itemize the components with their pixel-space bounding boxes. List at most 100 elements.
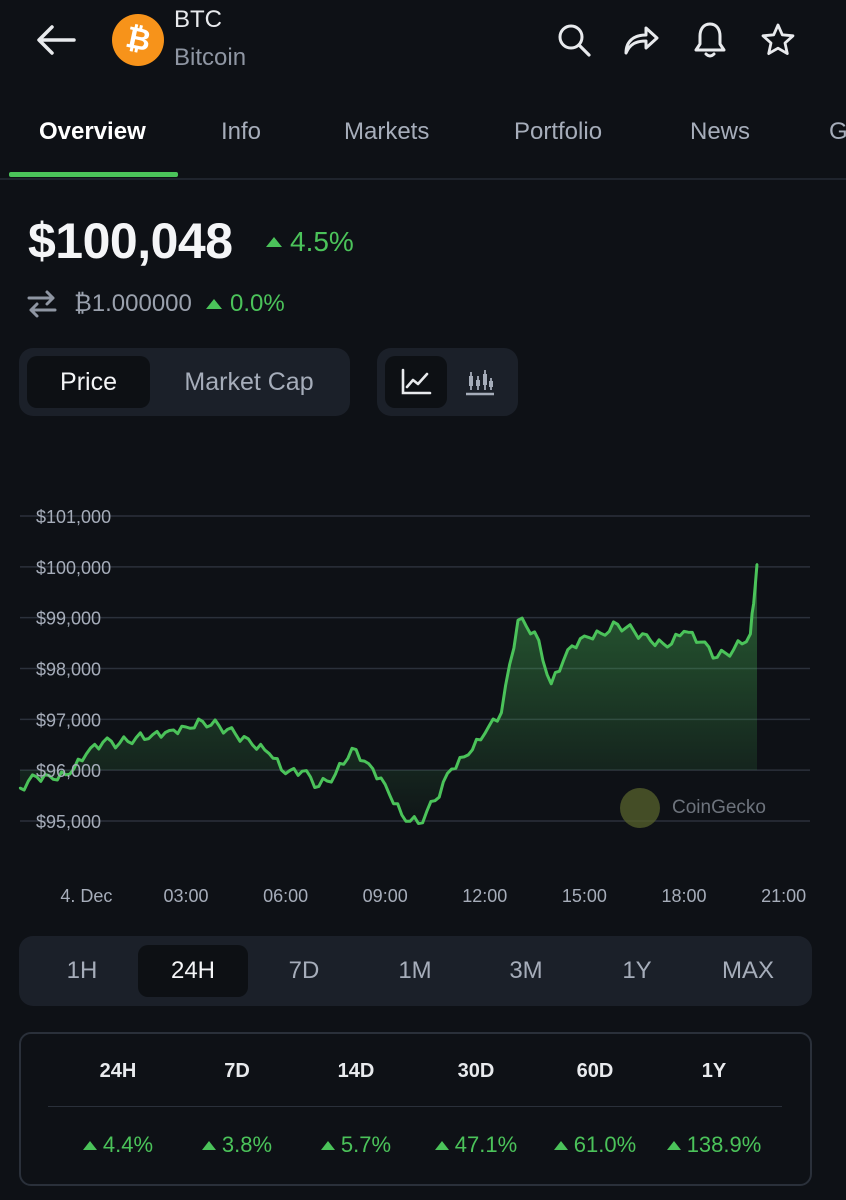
price-line [19, 564, 759, 825]
perf-value-30d: 47.1% [416, 1132, 536, 1158]
perf-value-1y-text: 138.9% [686, 1132, 762, 1157]
caret-up-icon [82, 1140, 97, 1150]
swap-icon[interactable] [26, 288, 58, 320]
price-data-point [118, 742, 121, 745]
tab-info[interactable]: Info [221, 118, 262, 145]
perf-header-60d: 60D [576, 1060, 614, 1082]
perf-value-30d-text: 47.1% [454, 1132, 518, 1157]
coin-name: Bitcoin [174, 44, 247, 71]
price-data-point [101, 741, 105, 744]
perf-header-1y: 1Y [701, 1060, 727, 1082]
price-data-point [649, 639, 652, 643]
x-tick-label: 03:00 [163, 886, 208, 906]
price-toggle-button[interactable]: Price [27, 356, 150, 408]
share-button[interactable] [619, 18, 663, 62]
price-data-point [135, 736, 138, 739]
price-data-point [218, 724, 221, 728]
timeframe-3m-button[interactable]: 3M [509, 957, 543, 984]
search-button[interactable] [552, 18, 596, 62]
y-tick-label: $99,000 [36, 609, 101, 629]
tab-news[interactable]: News [690, 118, 751, 145]
price-data-point [716, 656, 719, 659]
tab-portfolio[interactable]: Portfolio [514, 118, 603, 145]
candlestick-chart-icon [466, 370, 494, 396]
price-data-point [467, 753, 470, 757]
perf-header-7d: 7D [224, 1060, 250, 1082]
back-button[interactable] [30, 18, 82, 62]
price-data-point [201, 720, 204, 723]
tab-bar: Overview Info Markets Portfolio News G [0, 100, 846, 180]
performance-table: 24H 7D 14D 30D 60D 1Y 4.4% 3.8% 5.7% 47.… [19, 1032, 812, 1186]
price-data-point [450, 767, 453, 771]
timeframe-7d-button[interactable]: 7D [288, 957, 320, 984]
timeframe-max-button[interactable]: MAX [721, 957, 774, 984]
alert-button[interactable] [688, 18, 732, 62]
price-data-point [301, 770, 304, 773]
price-data-point [68, 773, 72, 776]
line-chart-button[interactable] [385, 356, 447, 408]
market-cap-toggle-button[interactable]: Market Cap [184, 367, 314, 396]
price-chart[interactable]: $101,000 $100,000 $99,000 $98,000 $97,000 $96… [0, 490, 846, 920]
x-tick-label: 15:00 [562, 886, 607, 906]
price-data-point [516, 619, 520, 622]
x-tick-label: 12:00 [462, 886, 507, 906]
share-icon [624, 26, 659, 55]
caret-up-icon [320, 1140, 335, 1150]
price-data-point [599, 632, 603, 635]
timeframe-1m-button[interactable]: 1M [398, 957, 432, 984]
tab-g[interactable]: G [829, 118, 846, 145]
price-data-point [334, 773, 337, 776]
metric-toggle: Price Market Cap [19, 348, 350, 416]
performance-divider [48, 1106, 782, 1107]
price-data-point [633, 630, 636, 633]
price-data-point [583, 634, 586, 638]
favorite-button[interactable] [756, 18, 800, 62]
price-data-point [755, 563, 759, 566]
caret-up-icon [206, 299, 222, 309]
watermark-text: CoinGecko [672, 797, 766, 818]
x-tick-label: 21:00 [761, 886, 806, 906]
price-area-fill [20, 564, 757, 824]
tab-markets[interactable]: Markets [344, 118, 430, 145]
caret-up-icon [434, 1140, 449, 1150]
price-data-point [384, 783, 387, 786]
caret-up-icon [201, 1140, 216, 1150]
price-data-point [367, 762, 370, 765]
candlestick-chart-button[interactable] [449, 356, 511, 408]
timeframe-1y-button[interactable]: 1Y [622, 957, 652, 984]
price-data-point [682, 630, 686, 633]
price-data-point [417, 822, 420, 825]
price-data-point [284, 772, 287, 775]
tab-overview[interactable]: Overview [39, 118, 146, 145]
price-data-point [616, 623, 619, 626]
coingecko-logo-icon [620, 788, 660, 828]
price-data-point [483, 732, 486, 735]
bell-icon [694, 22, 726, 58]
price-data-point [168, 729, 171, 732]
price-data-point [550, 682, 553, 685]
timeframe-1h-button[interactable]: 1H [66, 957, 98, 984]
line-chart-icon [401, 368, 432, 395]
btc-change: 0.0% [206, 290, 285, 318]
perf-header-24h: 24H [99, 1060, 137, 1082]
price-data-point [566, 648, 569, 651]
price-data-point [533, 630, 536, 634]
price-data-point [433, 799, 437, 802]
btc-change-value: 0.0% [230, 290, 285, 317]
price-data-point [732, 648, 735, 651]
price-data-point [184, 725, 188, 729]
price-data-point [18, 786, 22, 790]
perf-value-14d-text: 5.7% [340, 1132, 392, 1157]
price-data-point [317, 785, 320, 788]
price-data-point [35, 775, 38, 778]
perf-value-14d: 5.7% [296, 1132, 416, 1158]
timeframe-24h-button[interactable]: 24H [138, 945, 248, 997]
perf-value-24h: 4.4% [58, 1132, 178, 1158]
x-tick-label: 06:00 [263, 886, 308, 906]
price-data-point [699, 640, 702, 644]
btc-amount: ₿1.000000 [74, 290, 192, 317]
bitcoin-logo-icon: ₿ [112, 14, 164, 66]
perf-header-14d: 14D [337, 1060, 375, 1082]
y-tick-label: $100,000 [36, 558, 111, 578]
perf-value-60d-text: 61.0% [573, 1132, 637, 1157]
